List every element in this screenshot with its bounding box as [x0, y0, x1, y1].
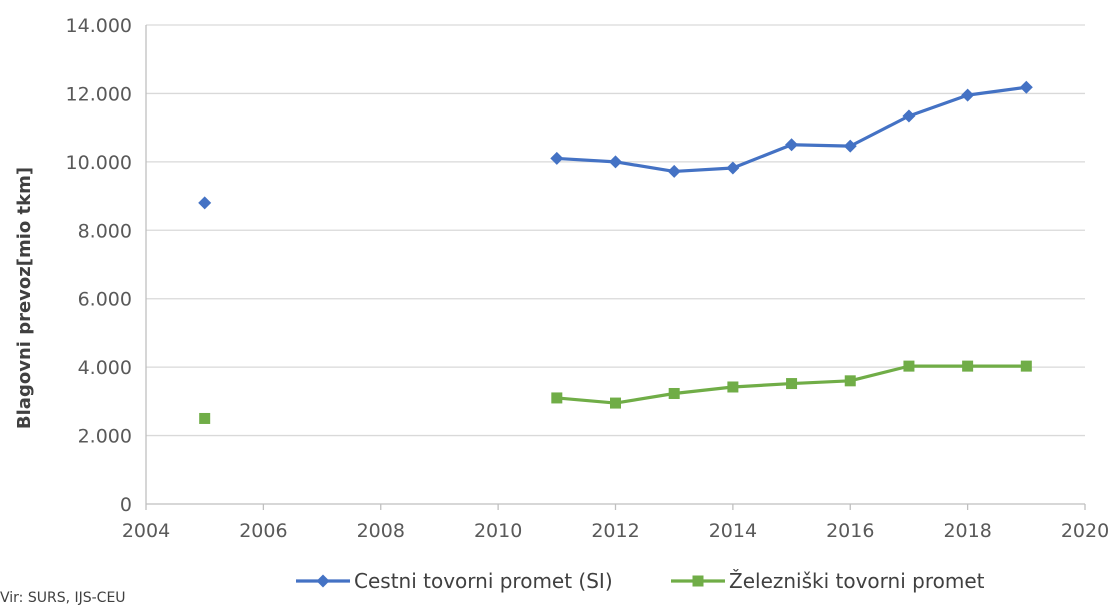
data-point	[903, 360, 915, 372]
x-tick-label: 2010	[474, 520, 522, 542]
y-tick-label: 8.000	[78, 220, 132, 242]
data-point	[199, 412, 211, 424]
x-tick-label: 2018	[943, 520, 991, 542]
data-point	[609, 155, 622, 169]
legend-marker	[316, 574, 330, 588]
y-tick-label: 12.000	[66, 83, 132, 105]
legend-item-road: Cestni tovorni promet (SI)	[296, 569, 613, 593]
series-road-freight	[198, 80, 1033, 210]
data-point	[667, 164, 681, 178]
data-point	[727, 381, 739, 393]
legend: Cestni tovorni promet (SI) Železniški tov…	[296, 569, 985, 593]
x-tick-label: 2012	[591, 520, 639, 542]
x-tick-label: 2008	[357, 520, 405, 542]
x-tick-label: 2004	[122, 520, 170, 542]
data-point	[786, 378, 798, 390]
data-point	[1019, 80, 1033, 94]
y-tick-label: 2.000	[78, 426, 132, 448]
data-point	[550, 151, 564, 165]
series-line	[556, 85, 1027, 174]
data-point	[1020, 360, 1032, 372]
x-tick-labels: 2004 2006 2008 2010 2012 2014 2016 2018 2020	[122, 520, 1109, 542]
y-tick-label: 0	[120, 494, 132, 516]
x-tick-label: 2020	[1061, 520, 1109, 542]
data-point	[843, 139, 857, 153]
data-point	[785, 138, 799, 152]
series-rail-freight	[199, 360, 1032, 424]
y-tick-label: 14.000	[66, 15, 132, 37]
x-tick-label: 2016	[826, 520, 874, 542]
legend-marker	[692, 575, 704, 587]
gridlines	[146, 24, 1085, 437]
data-point	[726, 161, 740, 175]
data-point	[610, 397, 621, 409]
data-point	[198, 196, 212, 210]
y-tick-label: 4.000	[78, 357, 132, 379]
data-point	[844, 375, 856, 387]
legend-label: Cestni tovorni promet (SI)	[354, 569, 613, 593]
data-point	[961, 88, 975, 102]
x-tick-label: 2006	[239, 520, 287, 542]
data-point	[668, 387, 680, 399]
axes	[145, 25, 1086, 510]
legend-label: Železniški tovorni promet	[729, 569, 985, 593]
y-tick-labels: 0 2.000 4.000 6.000 8.000 10.000 12.000 14.000	[66, 15, 132, 516]
data-series	[198, 80, 1033, 424]
data-point	[551, 392, 563, 404]
data-point	[902, 109, 916, 123]
data-point	[962, 360, 974, 372]
source-note: Vir: SURS, IJS-CEU	[0, 590, 126, 606]
legend-item-rail: Železniški tovorni promet	[671, 569, 985, 593]
y-tick-label: 10.000	[66, 152, 132, 174]
y-axis-label: Blagovni prevoz[mio tkm]	[14, 167, 35, 429]
y-tick-label: 6.000	[78, 289, 132, 311]
x-tick-label: 2014	[709, 520, 757, 542]
